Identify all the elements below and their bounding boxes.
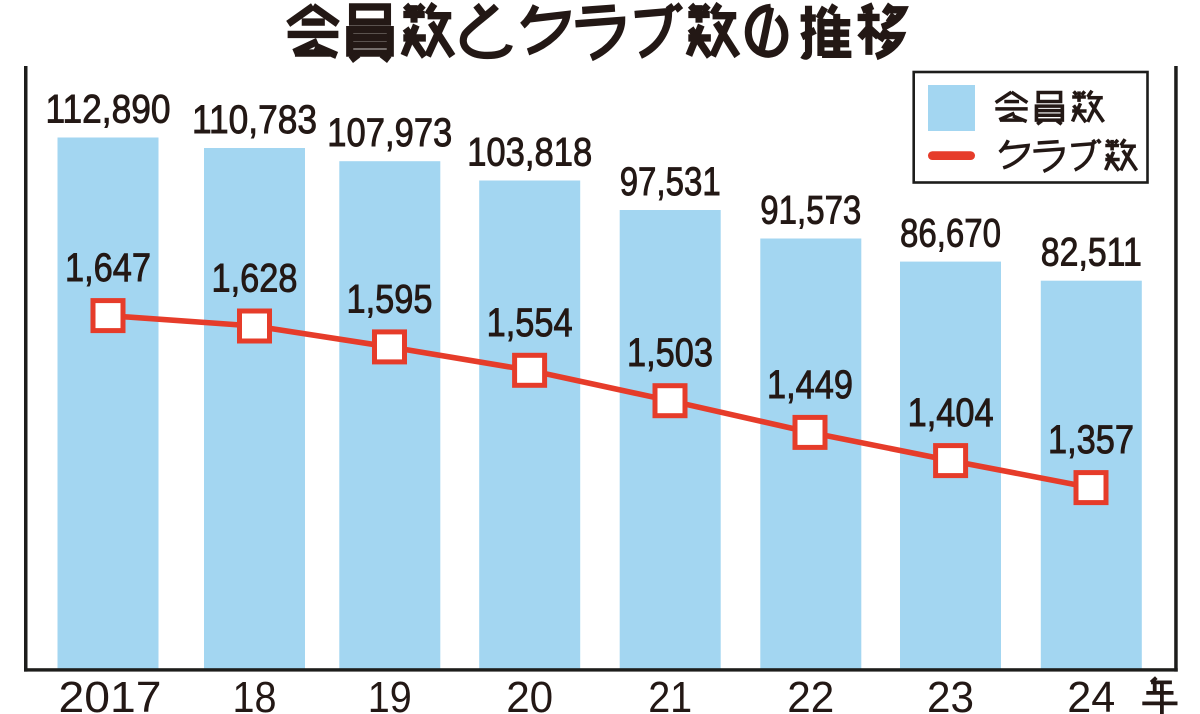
svg-text:1,503: 1,503 xyxy=(627,331,713,375)
svg-text:103,818: 103,818 xyxy=(467,131,592,175)
svg-text:112,890: 112,890 xyxy=(46,88,171,132)
svg-text:97,531: 97,531 xyxy=(620,160,721,204)
svg-text:1,595: 1,595 xyxy=(347,277,433,321)
svg-text:23: 23 xyxy=(927,673,974,714)
svg-text:1,628: 1,628 xyxy=(212,257,298,301)
svg-text:24: 24 xyxy=(1067,673,1115,714)
svg-text:19: 19 xyxy=(368,673,412,714)
svg-text:107,973: 107,973 xyxy=(327,111,452,155)
svg-text:20: 20 xyxy=(506,673,553,714)
svg-text:2017: 2017 xyxy=(59,673,162,714)
svg-text:110,783: 110,783 xyxy=(192,98,317,142)
svg-text:1,357: 1,357 xyxy=(1048,418,1134,462)
svg-text:1,449: 1,449 xyxy=(767,363,853,407)
svg-text:82,511: 82,511 xyxy=(1041,231,1142,275)
svg-text:1,647: 1,647 xyxy=(65,246,151,290)
svg-text:22: 22 xyxy=(787,673,834,714)
svg-text:18: 18 xyxy=(233,673,277,714)
svg-text:1,404: 1,404 xyxy=(908,391,994,435)
svg-text:86,670: 86,670 xyxy=(900,212,1001,256)
svg-text:91,573: 91,573 xyxy=(760,189,861,233)
svg-text:21: 21 xyxy=(648,673,692,714)
svg-text:1,554: 1,554 xyxy=(487,301,573,345)
